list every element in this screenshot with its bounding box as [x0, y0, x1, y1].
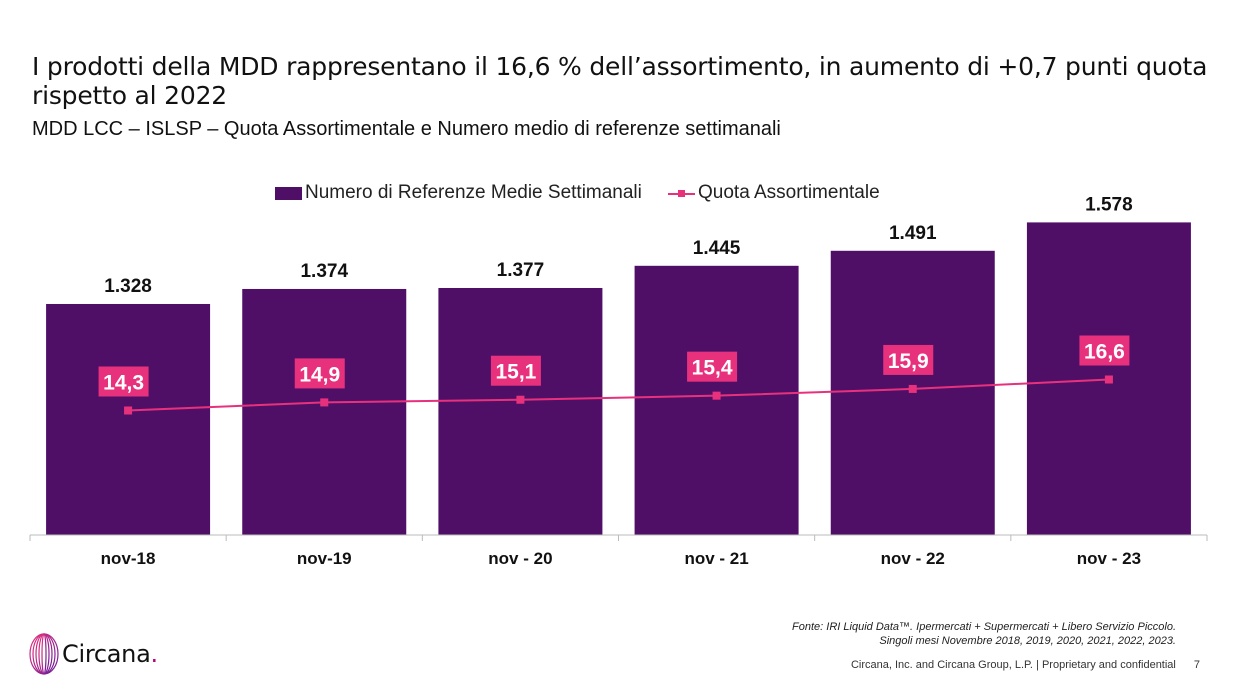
- footer-company: Circana, Inc. and Circana Group, L.P. | …: [850, 659, 1176, 671]
- bar-value-label-0: 1.328: [104, 276, 152, 297]
- logo-wordmark: Circana.: [62, 640, 158, 668]
- quota-label-bg-0: [98, 366, 149, 397]
- x-tick-label-3: nov - 21: [684, 549, 748, 568]
- quota-value-label-0: 14,3: [103, 372, 144, 395]
- quota-label-bg-1: [294, 358, 345, 389]
- circana-logo: Circana.: [28, 632, 158, 676]
- legend-label-bars: Numero di Referenze Medie Settimanali: [305, 182, 642, 203]
- circana-logo-icon: [29, 633, 59, 675]
- x-tick-label-0: nov-18: [101, 549, 156, 568]
- page-title: I prodotti della MDD rappresentano il 16…: [32, 52, 1208, 110]
- quota-marker-2: [516, 395, 525, 404]
- bar-3: [634, 265, 799, 535]
- combo-chart: 1.328 nov-18 1.374 nov-19 1.377 nov - 20 1.445…: [29, 194, 1208, 568]
- quota-value-label-4: 15,9: [888, 350, 929, 373]
- x-tick-label-2: nov - 20: [488, 549, 552, 568]
- legend-bar-swatch: [275, 186, 302, 200]
- quota-value-label-1: 14,9: [299, 363, 340, 386]
- footer: Circana, Inc. and Circana Group, L.P. | …: [851, 659, 1200, 671]
- bar-value-label-5: 1.578: [1085, 194, 1133, 215]
- x-tick-label-1: nov-19: [297, 549, 352, 568]
- quota-marker-0: [124, 406, 133, 415]
- legend-item-line: Quota Assortimentale: [668, 182, 880, 204]
- source-line-2: Singoli mesi Novembre 2018, 2019, 2020, …: [879, 635, 1176, 647]
- bar-2: [438, 287, 603, 535]
- source-note: Fonte: IRI Liquid Data™. Ipermercati + S…: [792, 620, 1176, 648]
- page-number: 7: [1193, 659, 1200, 671]
- bar-value-label-4: 1.491: [889, 223, 937, 244]
- quota-value-label-3: 15,4: [692, 357, 733, 380]
- bar-value-label-3: 1.445: [693, 238, 741, 259]
- quota-marker-1: [320, 398, 329, 407]
- quota-label-bg-3: [687, 351, 738, 382]
- quota-marker-4: [908, 384, 917, 393]
- legend-item-bars: Numero di Referenze Medie Settimanali: [275, 182, 642, 204]
- quota-value-label-5: 16,6: [1084, 340, 1125, 363]
- bar-0: [46, 303, 211, 535]
- x-tick-label-5: nov - 23: [1077, 549, 1141, 568]
- quota-label-bg-4: [883, 344, 934, 375]
- quota-label-bg-5: [1079, 335, 1130, 366]
- source-line-1: Fonte: IRI Liquid Data™. Ipermercati + S…: [792, 621, 1176, 633]
- chart-legend: Numero di Referenze Medie Settimanali Qu…: [0, 182, 1250, 208]
- quota-marker-5: [1104, 375, 1113, 384]
- quota-value-label-2: 15,1: [495, 361, 536, 384]
- legend-label-line: Quota Assortimentale: [698, 182, 880, 203]
- x-tick-label-4: nov - 22: [881, 549, 945, 568]
- bar-value-label-2: 1.377: [497, 260, 545, 281]
- bar-1: [242, 288, 407, 535]
- quota-marker-3: [712, 391, 721, 400]
- quota-label-bg-2: [490, 355, 541, 386]
- page-subtitle: MDD LCC – ISLSP – Quota Assortimentale e…: [32, 118, 781, 140]
- bar-value-label-1: 1.374: [300, 261, 348, 282]
- quota-line: [128, 378, 1109, 412]
- legend-line-swatch: [668, 187, 695, 200]
